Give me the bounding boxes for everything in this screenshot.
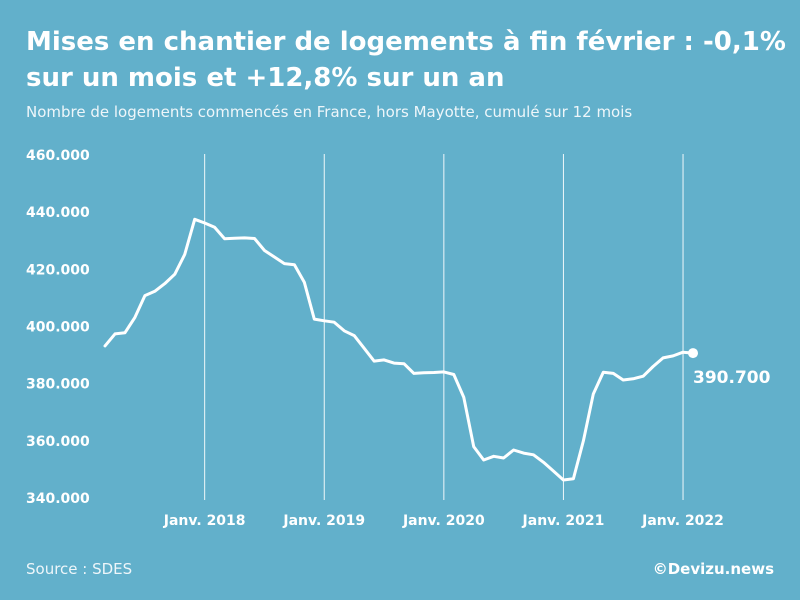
x-tick-label: Janv. 2019	[282, 513, 365, 529]
brand-credit: ©Devizu.news	[652, 560, 774, 578]
gridlines	[204, 154, 684, 500]
x-tick-label: Janv. 2022	[641, 513, 724, 529]
y-axis-ticks: 460.000 440.000 420.000 400.000 380.000 360.0…	[26, 148, 90, 507]
x-tick-label: Janv. 2018	[163, 513, 246, 529]
x-axis-ticks: Janv. 2018 Janv. 2019 Janv. 2020 Janv. 2021…	[163, 513, 724, 529]
y-tick-label: 420.000	[26, 262, 90, 278]
source-note: Source : SDES	[26, 560, 133, 578]
y-tick-label: 400.000	[26, 320, 90, 336]
series-layer: 390.700	[103, 217, 771, 482]
chart-subtitle: Nombre de logements commencés en France,…	[26, 103, 633, 121]
chart-title: Mises en chantier de logements à fin fév…	[26, 27, 786, 93]
y-tick-label: 360.000	[26, 434, 90, 450]
x-tick-label: Janv. 2020	[402, 513, 485, 529]
y-tick-label: 340.000	[26, 491, 90, 507]
series-line	[103, 217, 695, 482]
y-tick-label: 460.000	[26, 148, 90, 164]
last-value-label: 390.700	[693, 368, 771, 388]
x-tick-label: Janv. 2021	[522, 513, 605, 529]
y-tick-label: 380.000	[26, 377, 90, 393]
last-point-marker	[688, 348, 698, 359]
y-tick-label: 440.000	[26, 205, 90, 221]
